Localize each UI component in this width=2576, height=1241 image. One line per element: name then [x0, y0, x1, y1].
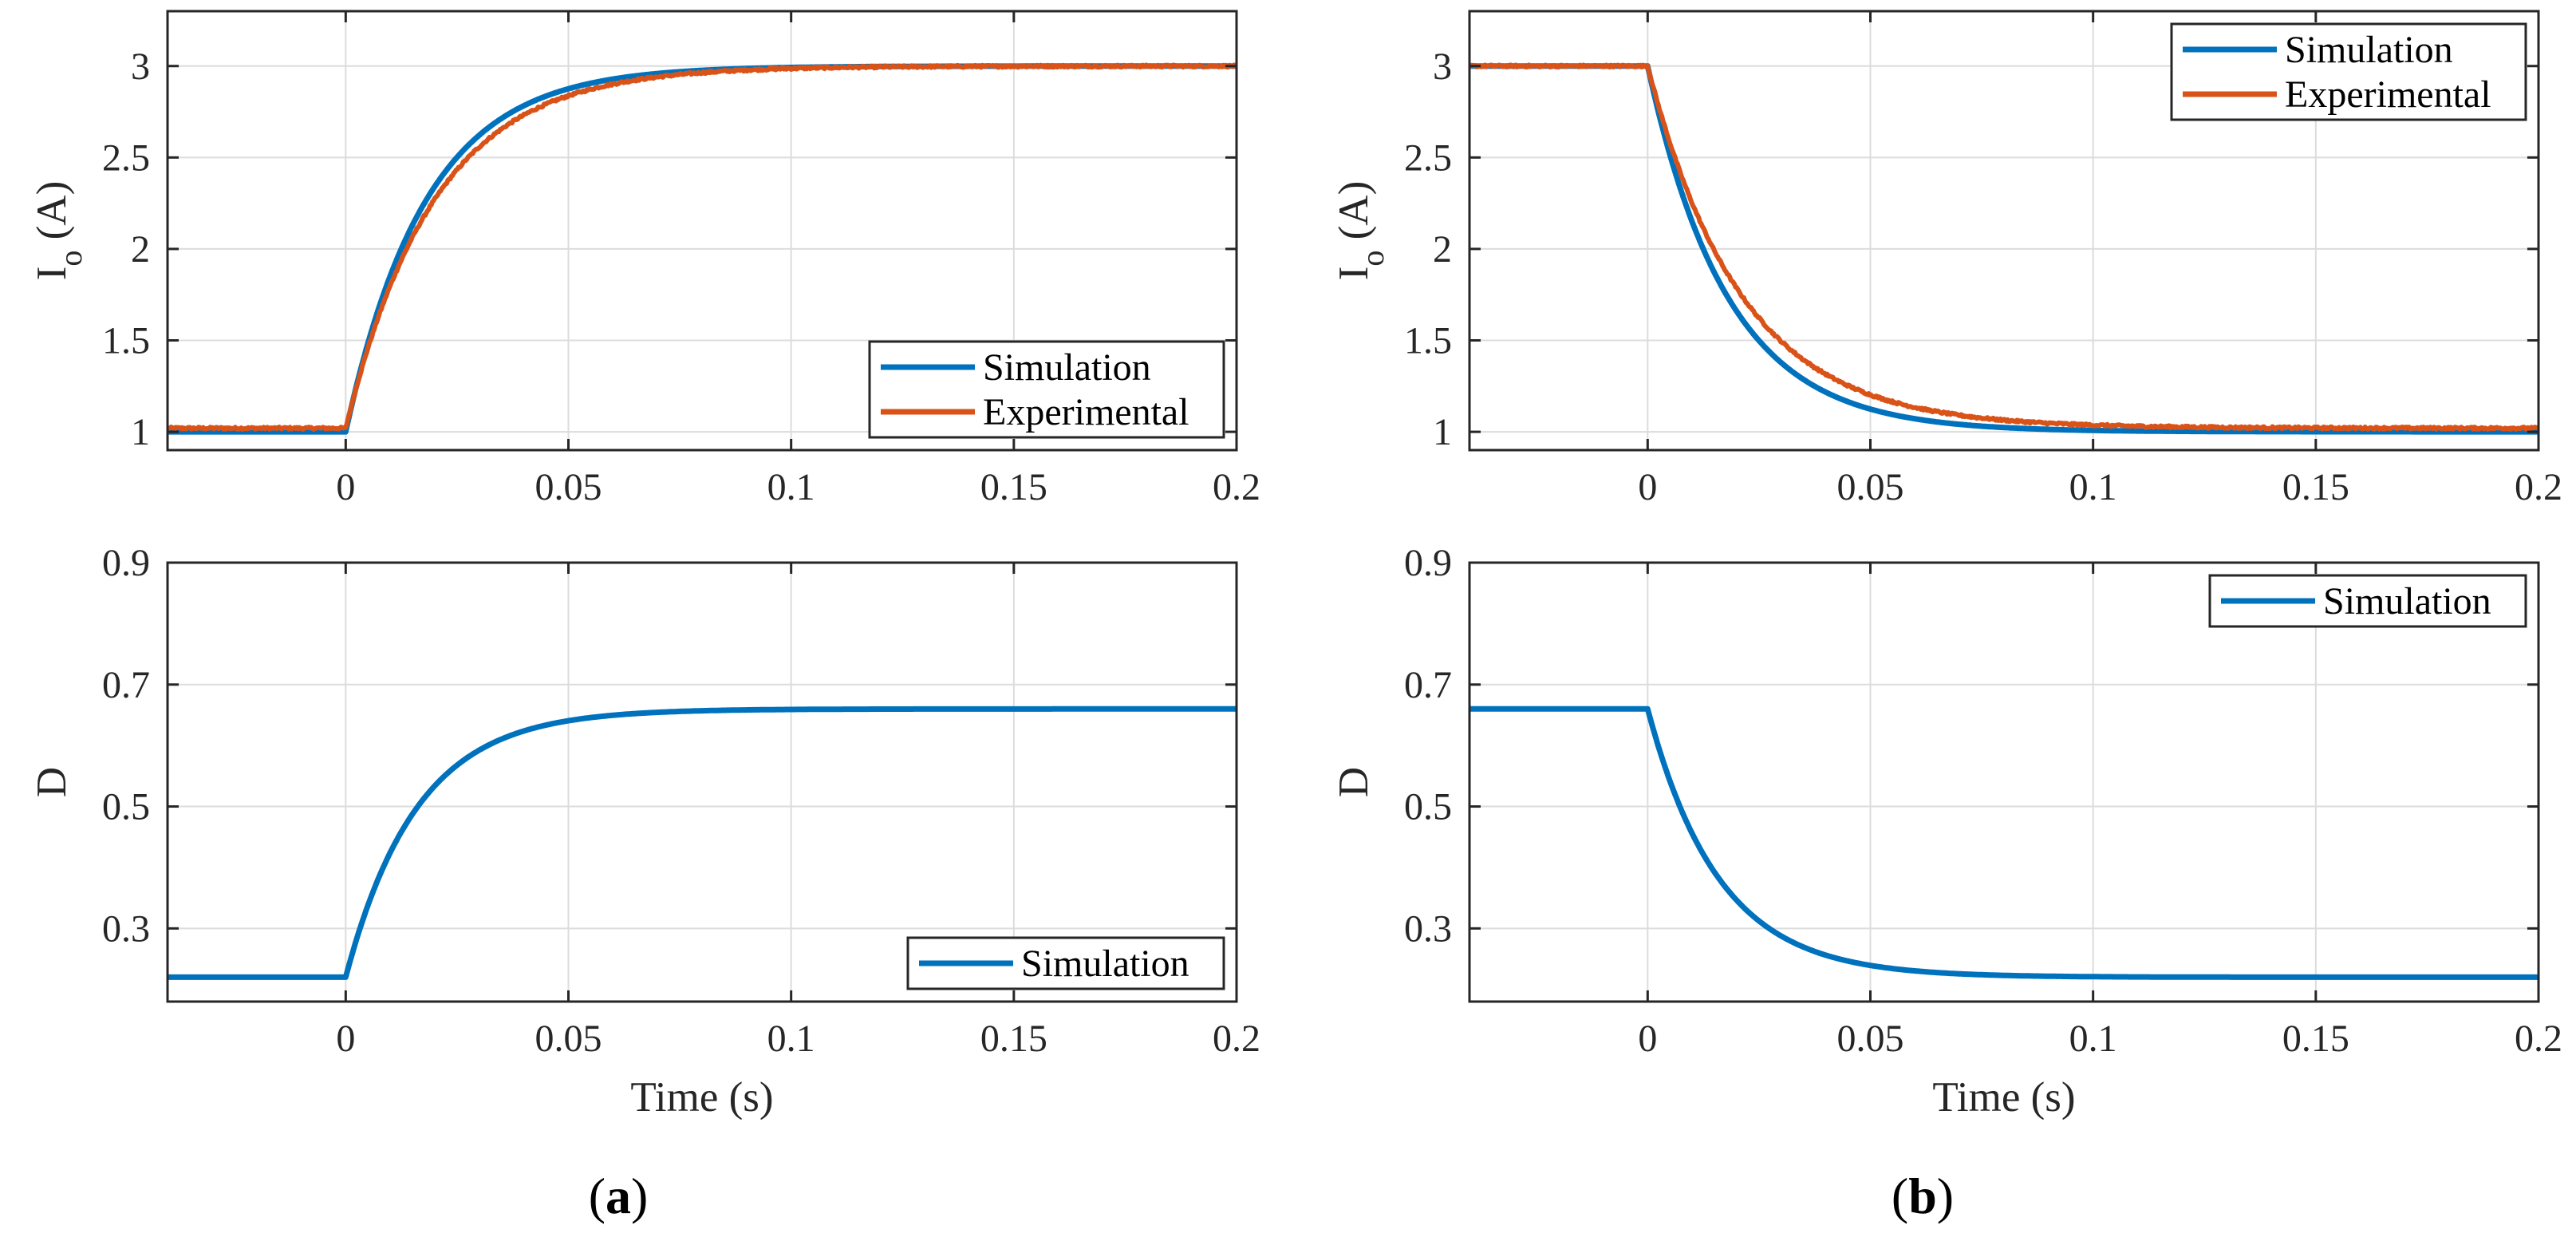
y-tick-label: 3 [1433, 45, 1452, 88]
x-tick-label: 0.2 [1213, 1018, 1260, 1060]
x-tick-label: 0.1 [767, 466, 815, 508]
x-tick-label: 0.05 [1837, 1018, 1904, 1060]
y-tick-label: 0.3 [1404, 907, 1452, 950]
x-axis-label: Time (s) [1932, 1074, 2075, 1120]
legend-label-simulation: Simulation [2285, 29, 2453, 71]
series-experimental-line [1469, 62, 2539, 432]
panel-label-b: (b) [1892, 1168, 1954, 1224]
axes-box [166, 561, 1238, 1003]
legend: Simulation [906, 936, 1225, 990]
y-tick-label: 0.9 [1404, 542, 1452, 584]
x-tick-label: 0.1 [767, 1018, 815, 1060]
x-tick-label: 0.05 [1837, 466, 1904, 508]
y-tick-label: 1.5 [102, 320, 150, 362]
series-simulation-line [1469, 705, 2539, 980]
x-tick-label: 0.15 [2282, 466, 2349, 508]
chart-b-bottom: 0 0.05 0.1 0.15 0.2 0.3 0.5 0.7 0.9 D Time (s) Simu… [1331, 542, 2562, 1120]
x-axis-label: Time (s) [630, 1074, 773, 1120]
legend: Simulation [2208, 574, 2527, 628]
axes-box [1468, 561, 2540, 1003]
legend-label-simulation: Simulation [983, 346, 1151, 389]
chart-a-top: 0 0.05 0.1 0.15 0.2 1 1.5 2 2.5 3 Io (A) Simulation… [29, 10, 1260, 508]
y-axis-label: Io (A) [29, 181, 89, 280]
legend-label-experimental: Experimental [983, 391, 1189, 433]
x-tick-label: 0 [1638, 466, 1657, 508]
y-tick-label: 0.7 [1404, 664, 1452, 706]
plots-group: 0 0.05 0.1 0.15 0.2 1 1.5 2 2.5 3 Io (A) Simulation… [29, 10, 2562, 1120]
axes-box [166, 10, 1238, 452]
y-tick-label: 2.5 [1404, 136, 1452, 179]
y-tick-label: 1 [131, 411, 150, 453]
y-tick-label: 0.9 [102, 542, 150, 584]
y-tick-label: 3 [131, 45, 150, 88]
plot-area [1469, 563, 2539, 1002]
x-tick-label: 0.2 [1213, 466, 1260, 508]
x-tick-label: 0.15 [980, 466, 1047, 508]
x-tick-label: 0.05 [535, 1018, 602, 1060]
axes-box [1468, 10, 2540, 452]
y-tick-label: 2.5 [102, 136, 150, 179]
x-tick-label: 0.15 [980, 1018, 1047, 1060]
x-tick-label: 0.1 [2069, 466, 2117, 508]
x-tick-label: 0.05 [535, 466, 602, 508]
x-tick-label: 0 [1638, 1018, 1657, 1060]
legend-label-simulation: Simulation [1021, 943, 1189, 985]
chart-a-bottom: 0 0.05 0.1 0.15 0.2 0.3 0.5 0.7 0.9 D Time (s) Simu… [29, 542, 1260, 1120]
x-tick-label: 0.1 [2069, 1018, 2117, 1060]
y-tick-label: 0.5 [102, 786, 150, 828]
plot-area [168, 563, 1237, 1002]
panel-label-a: (a) [589, 1168, 649, 1224]
y-axis-label: Io (A) [1331, 181, 1391, 280]
y-tick-label: 2 [131, 228, 150, 271]
series-experimental-line [168, 62, 1237, 432]
y-tick-label: 0.7 [102, 664, 150, 706]
x-tick-label: 0.15 [2282, 1018, 2349, 1060]
x-tick-label: 0 [336, 1018, 355, 1060]
legend-box [868, 340, 1225, 439]
series-simulation-line [168, 705, 1237, 980]
x-tick-label: 0.2 [2515, 466, 2562, 508]
x-tick-label: 0 [336, 466, 355, 508]
y-tick-label: 0.3 [102, 907, 150, 950]
legend-label-experimental: Experimental [2285, 73, 2491, 116]
x-tick-label: 0.2 [2515, 1018, 2562, 1060]
y-axis-label: D [29, 767, 75, 797]
y-tick-label: 0.5 [1404, 786, 1452, 828]
chart-b-top: 0 0.05 0.1 0.15 0.2 1 1.5 2 2.5 3 Io (A) Simulation… [1331, 10, 2562, 508]
y-axis-label: D [1331, 767, 1377, 797]
y-tick-label: 1 [1433, 411, 1452, 453]
y-tick-label: 1.5 [1404, 320, 1452, 362]
legend-box [2170, 22, 2527, 121]
legend-label-simulation: Simulation [2323, 580, 2491, 622]
y-tick-label: 2 [1433, 228, 1452, 271]
